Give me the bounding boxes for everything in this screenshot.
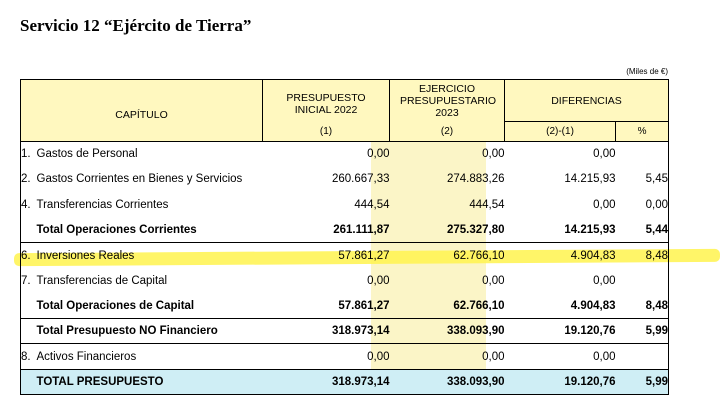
cell-porcentaje: 5,99 — [615, 368, 670, 395]
cell-diferencia: 0,00 — [593, 274, 616, 287]
table-row: 8. Activos Financieros 0,00 0,00 0,00 — [20, 343, 670, 370]
cell-porcentaje — [615, 141, 670, 167]
header-capitulo: CAPÍTULO — [19, 79, 264, 142]
row-label: Total Operaciones Corrientes — [36, 217, 263, 244]
cell-diferencia: 0,00 — [593, 198, 616, 211]
cell-ejercicio-2023: 0,00 — [482, 350, 505, 363]
cell-presupuesto-2022: 57.861,27 — [338, 249, 390, 262]
budget-table: CAPÍTULO PRESUPUESTO INICIAL 2022 EJERCI… — [19, 79, 670, 395]
cell-diferencia: 14.215,93 — [564, 173, 616, 186]
row-number: 1. — [20, 141, 37, 167]
cell-porcentaje: 8,48 — [615, 242, 670, 268]
table-row-subtotal: Total Operaciones de Capital 57.861,27 6… — [20, 293, 670, 320]
cell-porcentaje: 0,00 — [615, 192, 670, 218]
row-number: 7. — [20, 267, 37, 294]
cell-presupuesto-2022: 0,00 — [367, 350, 390, 363]
table-row-subtotal: Total Operaciones Corrientes 261.111,87 … — [20, 217, 670, 244]
cell-diferencia: 0,00 — [593, 148, 616, 161]
row-number: 4. — [20, 192, 37, 218]
cell-presupuesto-2022: 261.111,87 — [262, 217, 390, 244]
page-title: Servicio 12 “Ejército de Tierra” — [20, 16, 252, 35]
header-presupuesto-inicial: PRESUPUESTO INICIAL 2022 — [262, 79, 391, 122]
row-number — [20, 217, 37, 244]
table-row: 2. Gastos Corrientes en Bienes y Servici… — [20, 166, 670, 193]
cell-ejercicio-2023: 0,00 — [482, 274, 505, 287]
cell-diferencia: 4.904,83 — [504, 293, 616, 320]
row-label: Gastos de Personal — [36, 148, 138, 161]
header-col1-sub: (1) — [262, 121, 391, 142]
header-pct-sub: % — [615, 121, 670, 142]
row-number — [20, 293, 37, 320]
header-diff-sub: (2)-(1) — [504, 121, 617, 142]
cell-ejercicio-2023: 275.327,80 — [389, 217, 505, 244]
cell-porcentaje: 8,48 — [615, 293, 670, 320]
row-number — [20, 318, 37, 345]
row-number: 2. — [20, 166, 37, 193]
table-row-total: TOTAL PRESUPUESTO 318.973,14 338.093,90 … — [20, 368, 670, 395]
cell-diferencia: 4.904,83 — [570, 249, 616, 262]
cell-presupuesto-2022: 0,00 — [367, 148, 390, 161]
header-ejercicio-presupuestario: EJERCICIO PRESUPUESTARIO 2023 — [389, 79, 506, 122]
cell-ejercicio-2023: 444,54 — [469, 198, 505, 211]
header-diferencias: DIFERENCIAS — [504, 79, 670, 122]
cell-presupuesto-2022: 260.667,33 — [331, 173, 390, 186]
cell-ejercicio-2023: 62.766,10 — [453, 249, 505, 262]
cell-ejercicio-2023: 0,00 — [482, 148, 505, 161]
cell-porcentaje — [615, 343, 670, 370]
table-row: 4. Transferencias Corrientes 444,54 444,… — [20, 192, 670, 218]
cell-ejercicio-2023: 338.093,90 — [389, 318, 505, 345]
cell-presupuesto-2022: 318.973,14 — [262, 368, 390, 395]
cell-diferencia: 19.120,76 — [504, 318, 616, 345]
row-label: Transferencias Corrientes — [36, 198, 169, 211]
cell-diferencia: 19.120,76 — [504, 368, 616, 395]
unit-label: (Miles de €) — [626, 67, 668, 76]
row-number — [20, 368, 37, 395]
cell-porcentaje: 5,45 — [615, 166, 670, 193]
row-label: Gastos Corrientes en Bienes y Servicios — [36, 173, 243, 186]
cell-porcentaje: 5,44 — [615, 217, 670, 244]
table-row: 6. Inversiones Reales 57.861,27 62.766,1… — [20, 242, 670, 268]
header-col2-sub: (2) — [389, 121, 506, 142]
cell-diferencia: 0,00 — [593, 350, 616, 363]
row-label: Activos Financieros — [36, 350, 137, 363]
table-row: 1. Gastos de Personal 0,00 0,00 0,00 — [20, 141, 670, 167]
row-label: Total Operaciones de Capital — [36, 293, 263, 320]
cell-porcentaje — [615, 267, 670, 294]
cell-presupuesto-2022: 318.973,14 — [262, 318, 390, 345]
cell-presupuesto-2022: 0,00 — [367, 274, 390, 287]
table-row: 7. Transferencias de Capital 0,00 0,00 0… — [20, 267, 670, 294]
row-label: Transferencias de Capital — [36, 274, 168, 287]
cell-ejercicio-2023: 274.883,26 — [446, 173, 505, 186]
cell-ejercicio-2023: 338.093,90 — [389, 368, 505, 395]
cell-ejercicio-2023: 62.766,10 — [389, 293, 505, 320]
table-row-subtotal: Total Presupuesto NO Financiero 318.973,… — [20, 318, 670, 345]
row-number: 8. — [20, 343, 37, 370]
cell-porcentaje: 5,99 — [615, 318, 670, 345]
row-label: Inversiones Reales — [36, 249, 135, 262]
cell-presupuesto-2022: 444,54 — [354, 198, 390, 211]
row-label: TOTAL PRESUPUESTO — [36, 368, 263, 395]
row-number: 6. — [20, 242, 37, 268]
row-label: Total Presupuesto NO Financiero — [36, 318, 263, 345]
cell-diferencia: 14.215,93 — [504, 217, 616, 244]
cell-presupuesto-2022: 57.861,27 — [262, 293, 390, 320]
